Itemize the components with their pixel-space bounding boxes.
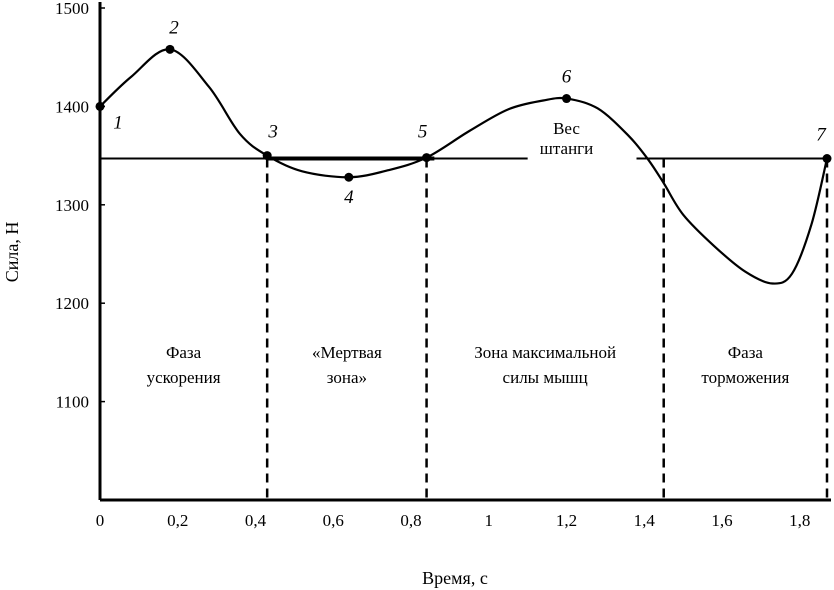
point-marker	[562, 94, 572, 104]
x-tick-label: 1,4	[634, 511, 656, 530]
y-tick-label: 1400	[55, 97, 89, 116]
point-marker	[422, 153, 432, 163]
point-marker	[95, 101, 105, 111]
point-marker	[262, 151, 272, 161]
point-label: 6	[562, 67, 572, 88]
phase-label-line1: Фаза	[166, 343, 202, 362]
weight-label-line2: штанги	[540, 139, 593, 158]
y-tick-label: 1200	[55, 294, 89, 313]
x-tick-label: 0,2	[167, 511, 188, 530]
phase-label-line1: Зона максимальной	[474, 343, 616, 362]
point-label: 1	[113, 112, 123, 133]
phase-label-line2: торможения	[701, 368, 789, 387]
point-label: 4	[344, 187, 354, 208]
phase-label-line1: Фаза	[728, 343, 764, 362]
force-curve	[99, 48, 829, 285]
x-tick-label: 0	[96, 511, 105, 530]
x-tick-label: 1,2	[556, 511, 577, 530]
point-marker	[822, 154, 832, 164]
phase-boundaries	[265, 158, 829, 500]
point-label: 3	[267, 122, 278, 143]
y-tick-label: 1300	[55, 196, 89, 215]
point-marker	[165, 44, 175, 54]
x-tick-label: 1,8	[789, 511, 810, 530]
point-label: 7	[816, 125, 827, 146]
force-curve-group	[99, 48, 829, 285]
x-tick-label: 0,6	[323, 511, 344, 530]
phase-label-line2: ускорения	[147, 368, 221, 387]
y-tick-label: 1100	[56, 393, 89, 412]
point-markers	[95, 44, 832, 182]
phase-label-line2: силы мышц	[503, 368, 588, 387]
phase-label-line2: зона»	[327, 368, 367, 387]
point-label: 5	[418, 122, 428, 143]
y-tick-label: 1500	[55, 0, 89, 18]
x-tick-label: 0,4	[245, 511, 267, 530]
x-tick-label: 1,6	[711, 511, 732, 530]
weight-label-background	[534, 115, 599, 150]
point-label: 2	[169, 17, 179, 38]
point-marker	[344, 172, 354, 182]
phase-label-line1: «Мертвая	[312, 343, 382, 362]
x-axis-title: Время, с	[422, 568, 488, 588]
x-tick-label: 1	[485, 511, 494, 530]
weight-label-line1: Вес	[553, 119, 580, 138]
x-tick-label: 0,8	[400, 511, 421, 530]
y-axis-title: Сила, Н	[2, 222, 22, 283]
